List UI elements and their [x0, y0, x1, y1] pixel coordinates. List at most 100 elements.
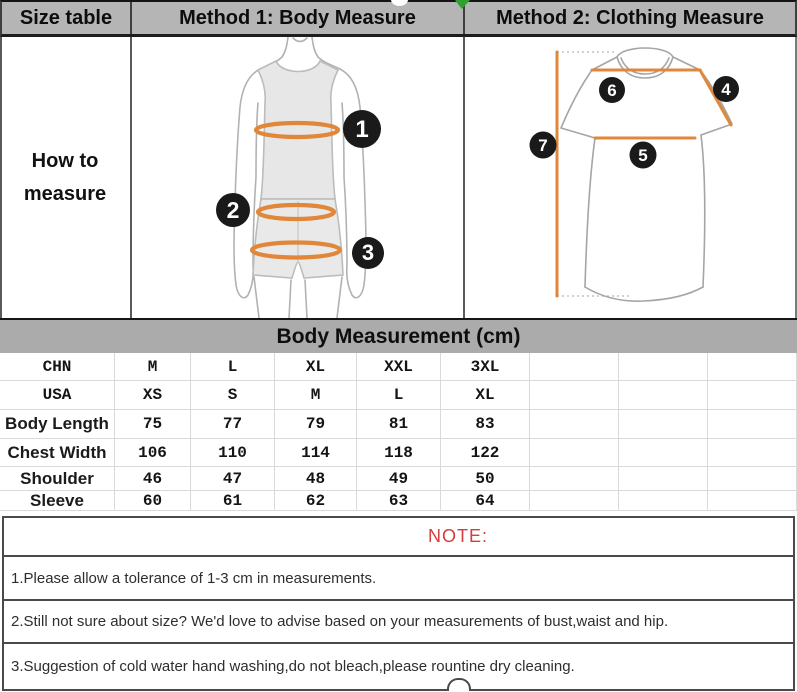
size-cell: 62	[275, 491, 357, 511]
waist-measure-band	[255, 202, 337, 222]
left-shoulder-seam	[591, 56, 618, 71]
left-side-seam	[584, 137, 596, 288]
size-cell: 81	[357, 410, 441, 439]
how-to-measure-label: How to measure	[0, 37, 130, 318]
size-cell: 64	[441, 491, 530, 511]
size-cell: XL	[441, 381, 530, 410]
marker-7-label: 7	[538, 136, 547, 155]
note-title-row: NOTE:	[4, 518, 793, 557]
size-cell: 46	[115, 467, 191, 491]
empty-cell	[708, 410, 797, 439]
empty-cell	[619, 353, 708, 381]
size-cell: M	[115, 353, 191, 381]
marker-4	[713, 76, 739, 102]
empty-cell	[708, 439, 797, 467]
note-item-3-text: 3.Suggestion of cold water hand washing,…	[11, 658, 575, 675]
marker-6	[599, 77, 625, 103]
header-size-table: Size table	[2, 2, 132, 34]
empty-cell	[530, 439, 619, 467]
note-item-1-text: 1.Please allow a tolerance of 1-3 cm in …	[11, 569, 377, 587]
size-cell: 122	[441, 439, 530, 467]
note-item-2-text: 2.Still not sure about size? We'd love t…	[11, 613, 669, 630]
right-side-seam	[700, 134, 706, 288]
neck-outline	[311, 37, 341, 70]
empty-cell	[708, 353, 797, 381]
empty-cell	[619, 467, 708, 491]
top-edge-notch	[391, 0, 408, 6]
left-arm	[233, 68, 261, 299]
marker-2	[216, 193, 250, 227]
collar-inner	[616, 56, 674, 79]
marker-5	[629, 141, 657, 169]
size-row-label: Sleeve	[0, 491, 115, 511]
empty-cell	[530, 353, 619, 381]
empty-cell	[619, 439, 708, 467]
size-row-label: Body Length	[0, 410, 115, 439]
size-cell: 110	[191, 439, 275, 467]
empty-cell	[708, 381, 797, 410]
how-to-line2: measure	[23, 182, 107, 205]
body-measure-illustration: 1 2 3	[216, 37, 384, 318]
header-method1: Method 1: Body Measure	[132, 2, 465, 34]
column-divider-2	[463, 37, 465, 318]
marker-7	[529, 131, 557, 159]
marker-6-label: 6	[607, 81, 616, 100]
green-corner-artifact	[455, 0, 470, 9]
sleeve-length-line	[698, 68, 733, 127]
empty-cell	[530, 410, 619, 439]
hem-line	[584, 286, 704, 302]
empty-cell	[530, 381, 619, 410]
size-cell: XXL	[357, 353, 441, 381]
size-cell: XS	[115, 381, 191, 410]
size-cell: 60	[115, 491, 191, 511]
empty-cell	[708, 491, 797, 511]
notes-box: NOTE: 1.Please allow a tolerance of 1-3 …	[2, 516, 795, 691]
empty-cell	[530, 491, 619, 511]
note-title: NOTE:	[427, 526, 488, 546]
size-cell: L	[191, 353, 275, 381]
size-cell: 50	[441, 467, 530, 491]
empty-cell	[530, 467, 619, 491]
how-to-line1: How to	[31, 149, 99, 172]
size-cell: 114	[275, 439, 357, 467]
illustration-band	[0, 37, 797, 318]
marker-1	[343, 110, 381, 148]
size-cell: 75	[115, 410, 191, 439]
measurement-table: CHN M L XL XXL 3XL USA XS S M L XL Body Length 75 77 79…	[0, 353, 797, 511]
note-item-3: 3.Suggestion of cold water hand washing,…	[4, 644, 793, 689]
size-row-label: CHN	[0, 353, 115, 381]
collar-ribbing	[620, 57, 670, 75]
collar-outer	[616, 47, 674, 58]
section-title: Body Measurement (cm)	[276, 324, 521, 348]
size-cell: 79	[275, 410, 357, 439]
size-cell: 83	[441, 410, 530, 439]
chest-measure-band	[253, 120, 341, 140]
marker-4-label: 4	[721, 80, 731, 99]
clothing-measure-illustration: 6 4 7 5	[529, 47, 739, 302]
size-cell: 118	[357, 439, 441, 467]
note-item-1: 1.Please allow a tolerance of 1-3 cm in …	[4, 557, 793, 601]
header-method2: Method 2: Clothing Measure	[496, 6, 764, 29]
left-sleeve	[560, 69, 596, 139]
size-cell: XL	[275, 353, 357, 381]
size-cell: 106	[115, 439, 191, 467]
size-cell: 3XL	[441, 353, 530, 381]
marker-5-label: 5	[638, 146, 647, 165]
right-shoulder-seam	[672, 56, 701, 71]
empty-cell	[619, 410, 708, 439]
marker-1-label: 1	[355, 116, 368, 143]
size-cell: S	[191, 381, 275, 410]
size-row-label: USA	[0, 381, 115, 410]
size-row-label: Shoulder	[0, 467, 115, 491]
empty-cell	[619, 381, 708, 410]
marker-3-label: 3	[362, 240, 374, 265]
size-cell: L	[357, 381, 441, 410]
size-cell: 47	[191, 467, 275, 491]
right-border	[795, 37, 797, 318]
hip-measure-band	[249, 240, 343, 260]
bottom-edge-notch	[447, 678, 471, 691]
size-cell: M	[275, 381, 357, 410]
note-item-2: 2.Still not sure about size? We'd love t…	[4, 601, 793, 644]
right-leg	[304, 276, 343, 318]
